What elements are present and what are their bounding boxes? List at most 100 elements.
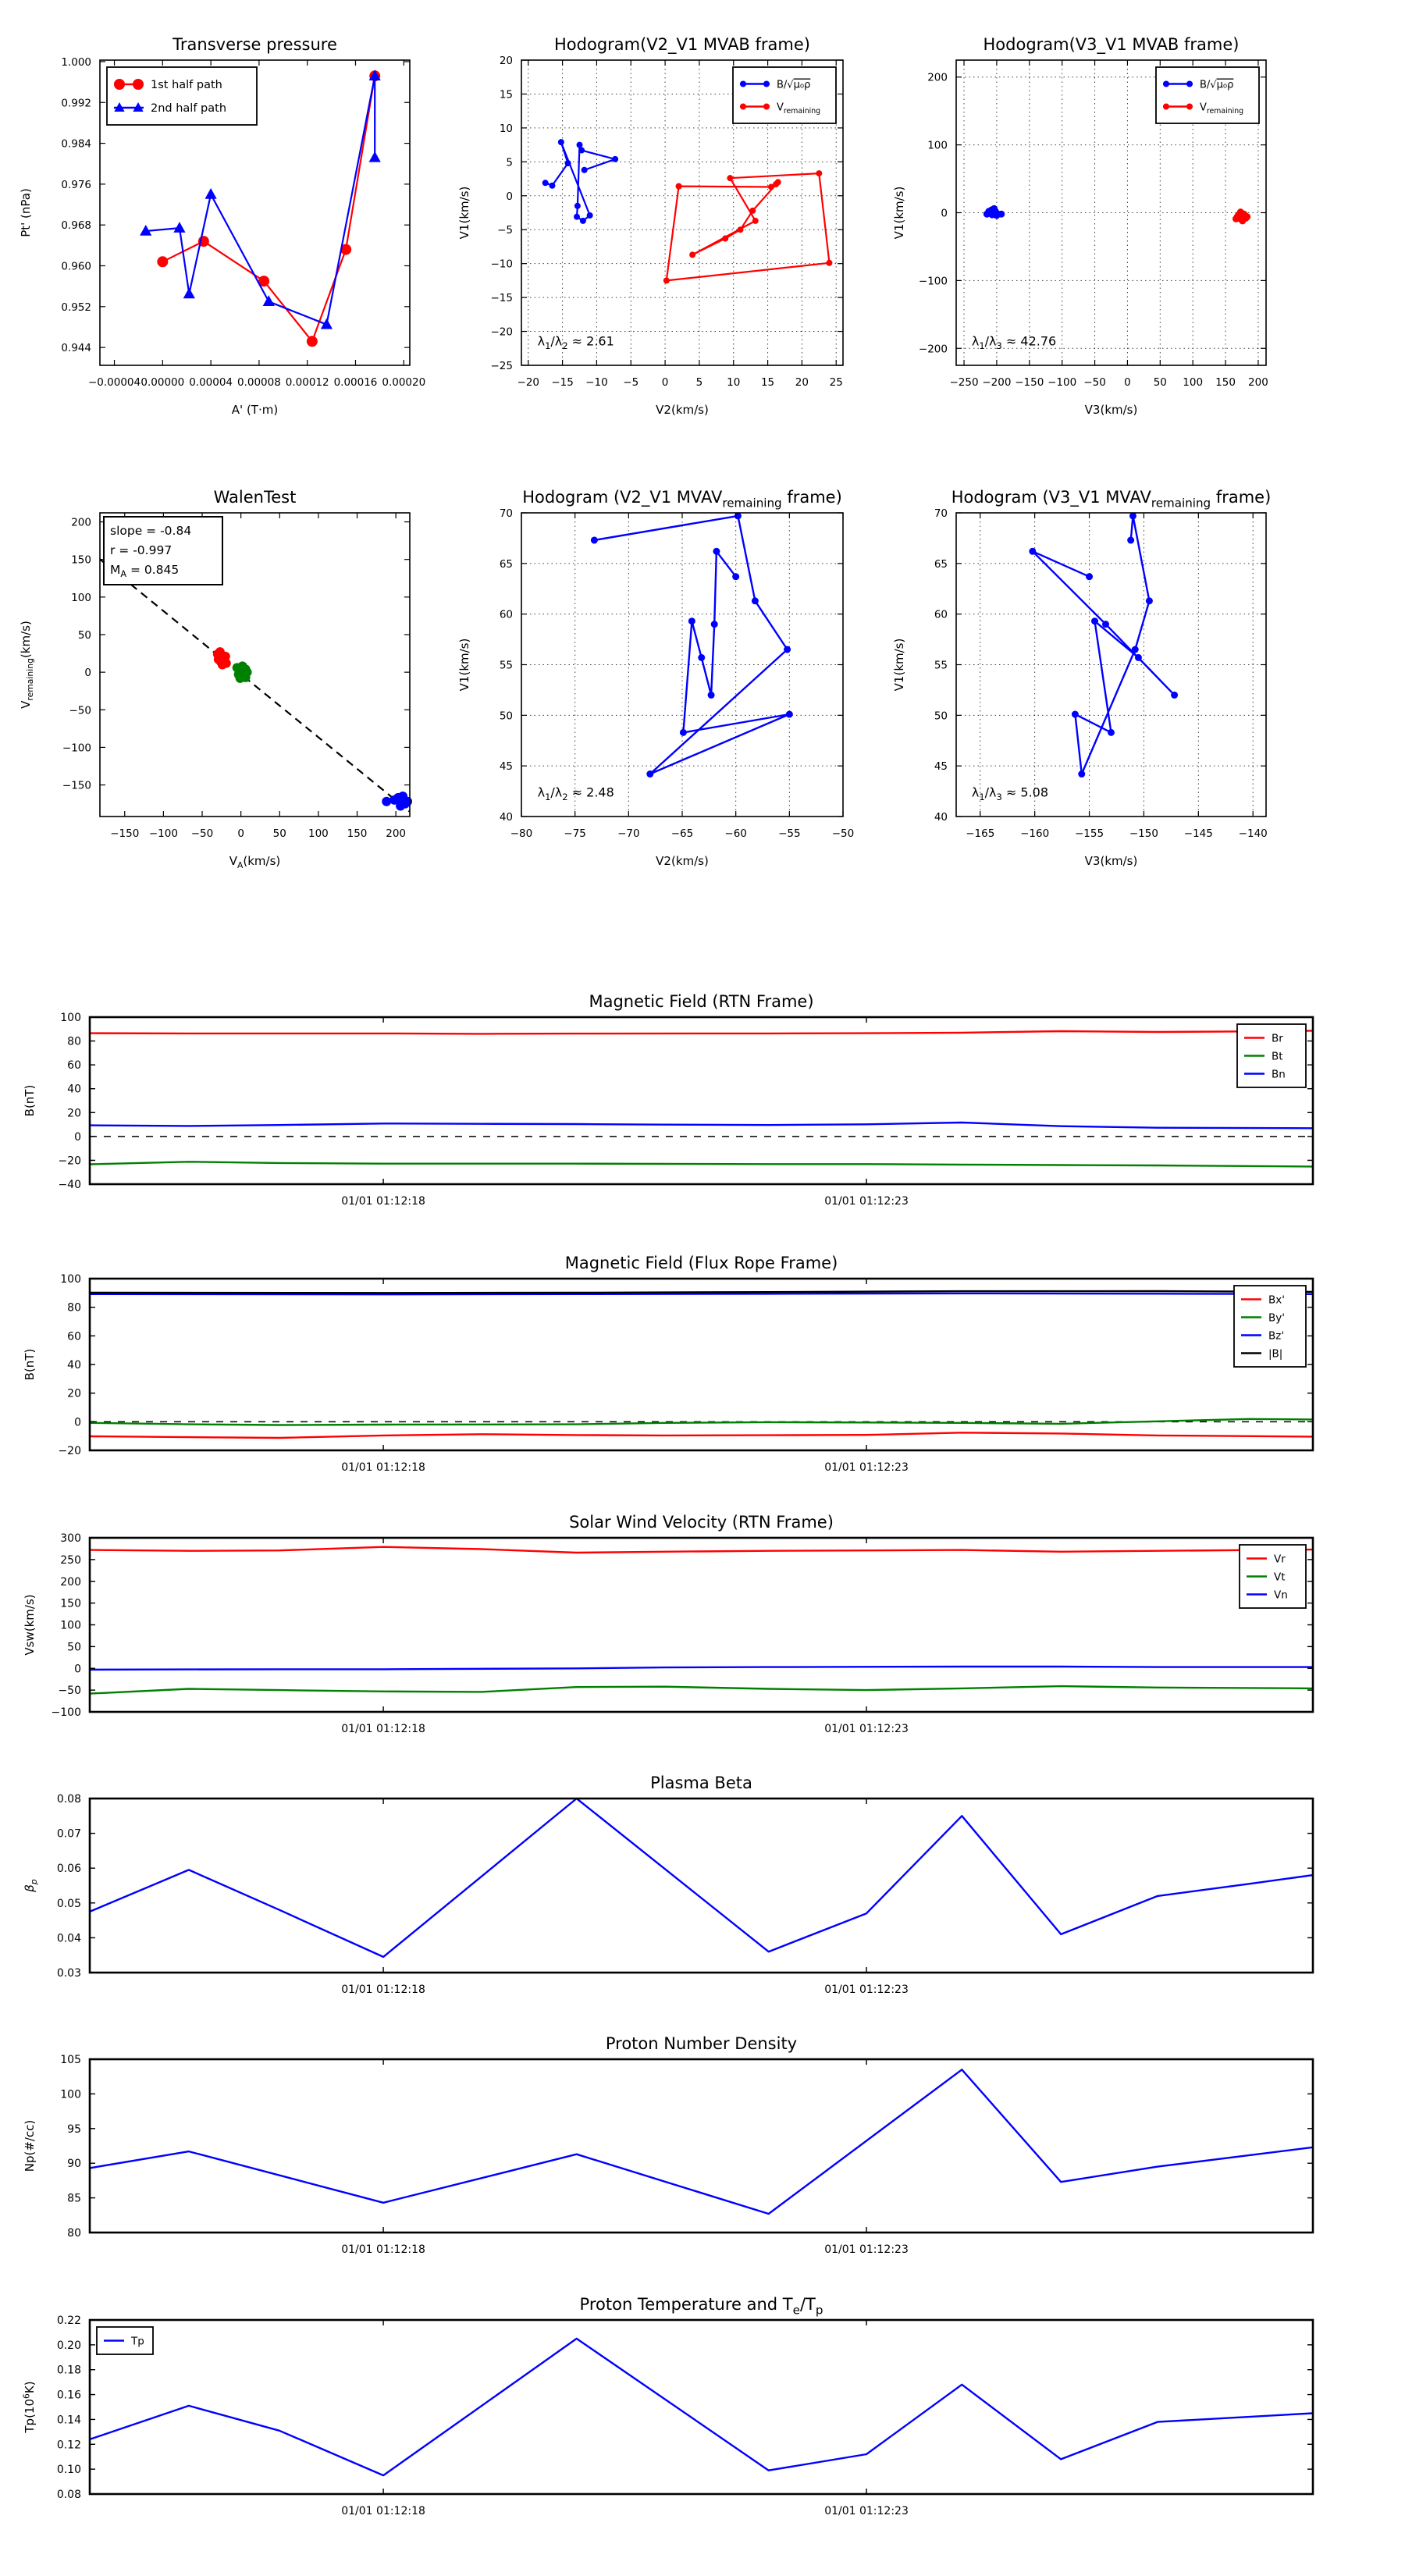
y-tick-label: 0.22 (57, 2314, 81, 2327)
y-tick-label: 0.960 (61, 261, 91, 273)
marker (826, 259, 833, 266)
legend: Vr Vt Vn (1239, 1544, 1307, 1609)
y-axis-label: Vsw(km/s) (23, 1594, 37, 1655)
marker (767, 183, 774, 190)
legend-entry-label: B/√μ₀ρ (1200, 80, 1233, 91)
y-tick-label: 0.10 (57, 2464, 81, 2476)
y-tick-label: 80 (67, 1302, 81, 1315)
plot-title: WalenTest (214, 488, 297, 507)
marker (140, 225, 152, 236)
marker (574, 202, 581, 209)
marker (675, 183, 682, 190)
marker (205, 187, 217, 199)
y-tick-label: 60 (934, 609, 948, 621)
marker (737, 226, 744, 233)
legend: B/√μ₀ρ Vremaining (1155, 66, 1260, 124)
marker (732, 573, 740, 581)
axes-border (88, 1016, 1314, 1186)
marker (398, 792, 408, 802)
x-tick-label: −140 (1239, 827, 1268, 840)
series-fit-line (99, 558, 411, 813)
x-tick-label: 25 (830, 376, 843, 389)
y-tick-label: 0.984 (61, 138, 91, 151)
plot-title: Solar Wind Velocity (RTN Frame) (569, 1513, 834, 1532)
legend-box (732, 66, 837, 124)
info-box-line: slope = -0.84 (110, 524, 191, 538)
y-tick-label: −50 (69, 704, 92, 717)
x-tick-label: 50 (273, 827, 286, 840)
marker (1163, 103, 1169, 110)
x-tick-label: −165 (966, 827, 994, 840)
marker (1243, 213, 1251, 221)
y-tick-label: −100 (52, 1706, 81, 1719)
y-tick-label: 100 (60, 1273, 81, 1286)
marker (542, 180, 549, 187)
y-tick-label: −25 (491, 360, 514, 372)
y-tick-label: 60 (67, 1330, 81, 1343)
y-tick-label: 15 (500, 88, 513, 101)
y-tick-label: 70 (500, 507, 513, 520)
series-hodogram-path (594, 514, 791, 775)
y-tick-label: 200 (927, 72, 948, 84)
y-tick-label: 50 (67, 1641, 81, 1653)
y-tick-label: 0 (74, 1416, 81, 1429)
legend-entry-label: Vremaining (777, 102, 820, 116)
x-tick-label: −0.00004 (88, 376, 140, 389)
legend-entry-label: Vremaining (1200, 102, 1243, 116)
info-box-line: MA = 0.845 (110, 563, 179, 579)
marker (698, 653, 706, 661)
x-axis-label: V3(km/s) (1085, 403, 1138, 417)
series-Br (89, 1030, 1314, 1035)
y-tick-label: −20 (491, 326, 514, 339)
y-axis-label: Vremaining(km/s) (19, 621, 35, 709)
marker (785, 710, 793, 718)
y-tick-label: 20 (67, 1107, 81, 1119)
marker (590, 536, 598, 544)
y-tick-label: 40 (500, 811, 513, 824)
plot-hodogram-v2v1-mvab: −20 −15 −10 −5 0 5 10 15 20 25 −25 −20 −15 −10 −5 0 5 10 1… (457, 35, 844, 417)
x-tick-label: −50 (191, 827, 214, 840)
y-tick-label: 105 (60, 2054, 81, 2066)
x-tick-label: −65 (671, 827, 694, 840)
x-tick-label: −100 (1048, 376, 1076, 389)
x-tick-label: −150 (1015, 376, 1044, 389)
x-tick-label: 01/01 01:12:23 (824, 1461, 909, 1474)
y-axis-label: Np(#/cc) (23, 2120, 37, 2172)
legend-entry-label: Vt (1274, 1571, 1286, 1584)
y-tick-label: 55 (934, 660, 948, 672)
marker (368, 69, 381, 81)
y-tick-label: 65 (500, 558, 513, 571)
y-tick-label: −20 (58, 1155, 81, 1167)
plot-title: Magnetic Field (RTN Frame) (589, 992, 813, 1011)
marker (1086, 573, 1094, 581)
x-tick-label: 50 (1154, 376, 1167, 389)
y-tick-label: 0 (84, 667, 91, 679)
plot-proton-number-density: 01/01 01:12:18 01/01 01:12:23 80 85 90 95 100 1… (23, 2034, 1314, 2256)
y-tick-label: 100 (60, 2088, 81, 2101)
plot-title: Proton Temperature and Te/Tp (580, 2295, 823, 2318)
marker (183, 287, 195, 299)
marker (133, 102, 144, 112)
x-tick-label: 01/01 01:12:23 (824, 2505, 909, 2517)
y-tick-label: 60 (500, 609, 513, 621)
plot-magnetic-field-fluxrope: 01/01 01:12:18 01/01 01:12:23 −20 0 20 40 60 80… (23, 1254, 1314, 1474)
marker (816, 170, 823, 177)
marker (722, 235, 729, 242)
series-Tp (89, 2337, 1314, 2477)
y-tick-label: −10 (491, 258, 514, 271)
marker (710, 621, 718, 628)
x-axis-label: V3(km/s) (1085, 854, 1138, 868)
plot-hodogram-v3v1-mvav: −165 −160 −155 −150 −145 −140 40 45 50 55 60 65 70Ho… (892, 488, 1271, 868)
marker (1129, 512, 1136, 520)
legend-entry-label: Bx' (1268, 1294, 1285, 1307)
annotation: λ1/λ2 ≈ 2.48 (538, 785, 614, 802)
y-tick-label: 0 (74, 1663, 81, 1675)
x-axis-label: A' (T·m) (232, 403, 278, 417)
marker (340, 244, 352, 255)
x-tick-label: 150 (347, 827, 368, 840)
x-tick-label: −250 (950, 376, 979, 389)
marker (751, 597, 759, 605)
y-tick-label: −100 (62, 742, 91, 754)
marker (114, 79, 125, 90)
marker (173, 222, 186, 233)
